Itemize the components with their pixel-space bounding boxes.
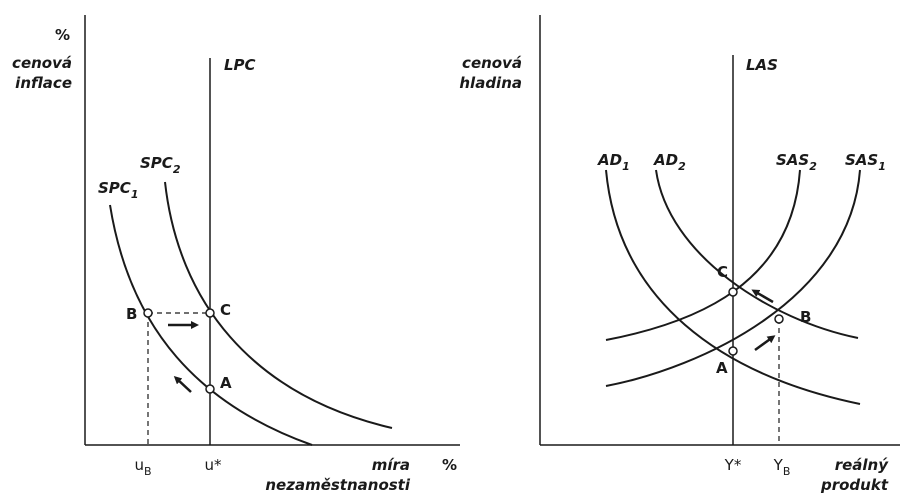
curve-label: SPC2 [140, 154, 181, 176]
curve-label: LPC [224, 56, 256, 74]
label-subscript: 2 [809, 160, 817, 173]
x-tick-label: Y* [724, 456, 742, 474]
ad1-curve [605, 169, 861, 405]
point [728, 346, 738, 356]
curve-label: AD2 [653, 151, 686, 173]
point [205, 308, 215, 318]
curve-label: AD1 [597, 151, 630, 173]
point-label: C [717, 263, 728, 281]
label-text: SAS [776, 151, 809, 169]
arrow [751, 289, 774, 304]
curve-label: LAS [746, 56, 778, 74]
x-unit: % [442, 456, 457, 474]
curve-label: SAS2 [776, 151, 817, 173]
label-subscript: 1 [131, 188, 139, 201]
curve-label: SPC1 [98, 179, 138, 201]
spc2-curve [164, 181, 393, 429]
curve-label: SAS1 [845, 151, 886, 173]
label-text: AD [653, 151, 678, 169]
point-label: B [800, 308, 811, 326]
y-unit: % [55, 26, 70, 44]
label-subscript: B [144, 465, 152, 478]
sas1-curve [605, 169, 861, 387]
label-text: Y [773, 456, 784, 474]
x-tick-label: YB [773, 456, 791, 478]
point-label: A [716, 359, 728, 377]
x-label: míra [372, 456, 410, 474]
point [774, 314, 784, 324]
label-subscript: 2 [678, 160, 686, 173]
arrow [754, 335, 776, 352]
x-tick-label: u* [204, 456, 222, 474]
arrow [173, 375, 192, 393]
label-subscript: 1 [878, 160, 886, 173]
point-label: A [220, 374, 232, 392]
point [143, 308, 153, 318]
x-label: reálný [835, 456, 890, 474]
x-label: produkt [820, 476, 889, 494]
y-label: cenová [462, 54, 522, 72]
point [728, 287, 738, 297]
left-panel: % cenová inflace LPC SPC2 SPC1 B C A uB … [12, 15, 460, 494]
label-text: AD [597, 151, 622, 169]
label-subscript: B [783, 465, 791, 478]
label-subscript: 2 [173, 163, 181, 176]
spc1-curve [109, 204, 313, 446]
label-text: SPC [98, 179, 131, 197]
y-label: hladina [459, 74, 522, 92]
x-label: nezaměstnanosti [265, 476, 410, 494]
point-label: B [126, 305, 137, 323]
x-tick-label: uB [134, 456, 151, 478]
right-panel: cenová hladina LAS AD1 AD2 SAS2 SAS1 C B… [459, 15, 900, 494]
label-text: u [134, 456, 144, 474]
label-text: SAS [845, 151, 878, 169]
y-label: inflace [15, 74, 72, 92]
ad2-curve [655, 169, 859, 339]
point-label: C [220, 301, 231, 319]
point [205, 384, 215, 394]
y-label: cenová [12, 54, 72, 72]
label-text: SPC [140, 154, 173, 172]
label-subscript: 1 [622, 160, 630, 173]
